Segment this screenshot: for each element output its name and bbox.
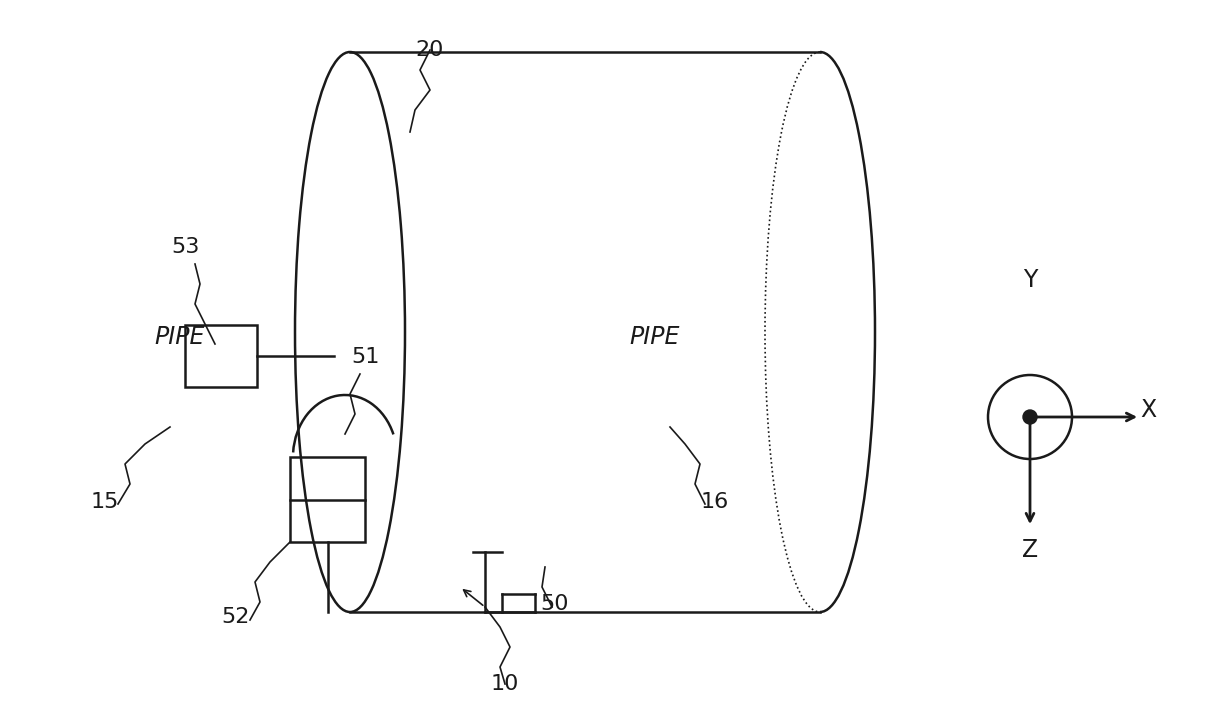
Circle shape [1023, 410, 1037, 424]
Text: 15: 15 [91, 492, 119, 512]
Text: Y: Y [1023, 268, 1037, 292]
Text: 16: 16 [701, 492, 729, 512]
Text: PIPE: PIPE [155, 325, 205, 349]
Bar [186, 325, 257, 387]
Text: PIPE: PIPE [629, 325, 680, 349]
Text: X: X [1141, 398, 1156, 422]
Text: 10: 10 [490, 674, 519, 694]
Text: 50: 50 [541, 594, 569, 614]
Text: 20: 20 [415, 40, 444, 60]
Text: 53: 53 [171, 237, 199, 257]
Text: Z: Z [1023, 538, 1039, 562]
Text: 52: 52 [221, 607, 249, 627]
Text: 51: 51 [350, 347, 380, 367]
Bar [290, 457, 365, 542]
